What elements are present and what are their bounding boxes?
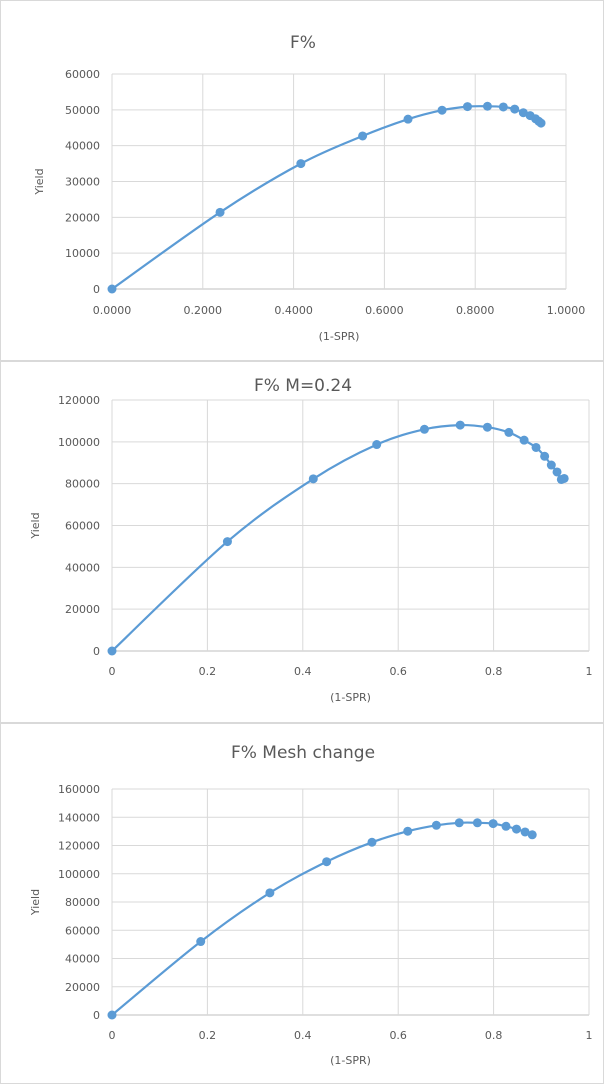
data-point	[519, 435, 529, 445]
data-point	[431, 820, 441, 830]
chart-svg-3: F% Mesh change 0 20000 40000 60000 80000 10000…	[29, 743, 593, 1067]
data-point	[531, 442, 541, 452]
data-point	[308, 474, 318, 484]
x-tick-label: 1	[586, 665, 593, 678]
series-line	[111, 105, 542, 290]
data-point	[472, 818, 482, 828]
y-tick-label: 40000	[65, 140, 100, 153]
data-point	[403, 114, 413, 124]
y-tick-label: 100000	[58, 868, 100, 881]
y-tick-label: 20000	[65, 603, 100, 616]
x-axis-title: (1-SPR)	[330, 1054, 371, 1067]
data-point	[501, 821, 511, 831]
data-point	[488, 819, 498, 829]
chart-panel-1: F% 0 10000 20000 30000 40000 50000 60000 0.0000 0…	[0, 0, 604, 361]
y-tick-label: 40000	[65, 953, 100, 966]
y-tick-label: 30000	[65, 176, 100, 189]
chart-panel-2: F% M=0.24 0 20000 40000 60000 80000 100000 1200…	[0, 361, 604, 723]
data-point	[498, 102, 508, 112]
x-tick-label: 0.6000	[365, 304, 404, 317]
y-tick-label: 80000	[65, 896, 100, 909]
data-point	[559, 473, 569, 483]
y-tick-label: 0	[93, 645, 100, 658]
data-point	[504, 427, 514, 437]
data-point	[322, 857, 332, 867]
y-tick-label: 60000	[65, 520, 100, 533]
data-point	[518, 108, 528, 118]
data-point	[107, 646, 117, 656]
x-axis-title: (1-SPR)	[330, 691, 371, 704]
data-point	[196, 937, 206, 947]
data-point	[482, 422, 492, 432]
data-point	[454, 818, 464, 828]
y-tick-label: 40000	[65, 561, 100, 574]
chart-title: F% Mesh change	[231, 743, 375, 763]
data-point	[520, 827, 530, 837]
y-tick-label: 140000	[58, 811, 100, 824]
data-point	[540, 451, 550, 461]
x-tick-label: 0	[109, 1029, 116, 1042]
data-point	[222, 537, 232, 547]
y-axis-title: Yield	[29, 512, 42, 539]
series-line	[111, 821, 533, 1016]
data-point	[107, 284, 117, 294]
data-point	[527, 830, 537, 840]
x-tick-label: 0.4000	[274, 304, 313, 317]
y-tick-label: 120000	[58, 394, 100, 407]
x-tick-label: 0	[109, 665, 116, 678]
data-point	[482, 101, 492, 111]
y-tick-label: 80000	[65, 478, 100, 491]
data-point	[455, 420, 465, 430]
data-point	[358, 131, 368, 141]
y-tick-label: 60000	[65, 68, 100, 81]
chart-title: F%	[290, 33, 316, 53]
data-point	[552, 467, 562, 477]
x-tick-label: 0.4	[294, 1029, 312, 1042]
x-axis-title: (1-SPR)	[319, 330, 360, 343]
x-tick-label: 1.0000	[547, 304, 586, 317]
x-tick-label: 0.8	[485, 1029, 503, 1042]
x-tick-label: 0.8000	[456, 304, 495, 317]
data-point	[215, 207, 225, 217]
x-tick-label: 1	[586, 1029, 593, 1042]
data-point	[437, 105, 447, 115]
y-tick-label: 20000	[65, 211, 100, 224]
x-tick-label: 0.2000	[184, 304, 223, 317]
data-point	[107, 1010, 117, 1020]
y-axis-title: Yield	[33, 168, 46, 195]
data-point	[510, 104, 520, 114]
x-tick-label: 0.0000	[93, 304, 132, 317]
data-point	[296, 159, 306, 169]
data-point	[265, 888, 275, 898]
y-axis-title: Yield	[29, 889, 42, 916]
x-tick-label: 0.8	[485, 665, 503, 678]
y-tick-label: 120000	[58, 840, 100, 853]
data-point	[536, 118, 546, 128]
data-point	[546, 460, 556, 470]
chart-title: F% M=0.24	[254, 376, 352, 396]
y-tick-label: 10000	[65, 247, 100, 260]
x-tick-label: 0.2	[199, 665, 217, 678]
chart-svg-1: F% 0 10000 20000 30000 40000 50000 60000 0.0000 0…	[33, 33, 586, 343]
chart-svg-2: F% M=0.24 0 20000 40000 60000 80000 100000 1200…	[29, 376, 593, 704]
data-point	[511, 824, 521, 834]
chart-panel-3: F% Mesh change 0 20000 40000 60000 80000 10000…	[0, 723, 604, 1084]
y-tick-label: 50000	[65, 104, 100, 117]
y-tick-label: 160000	[58, 783, 100, 796]
y-tick-label: 0	[93, 1009, 100, 1022]
y-tick-label: 100000	[58, 436, 100, 449]
y-tick-label: 0	[93, 283, 100, 296]
x-tick-label: 0.6	[389, 1029, 407, 1042]
y-tick-label: 60000	[65, 924, 100, 937]
data-point	[372, 440, 382, 450]
x-tick-label: 0.4	[294, 665, 312, 678]
data-point	[419, 424, 429, 434]
data-point	[367, 837, 377, 847]
x-tick-label: 0.2	[199, 1029, 217, 1042]
series-line	[111, 423, 565, 652]
data-point	[403, 826, 413, 836]
x-tick-label: 0.6	[389, 665, 407, 678]
data-point	[462, 102, 472, 112]
y-tick-label: 20000	[65, 981, 100, 994]
